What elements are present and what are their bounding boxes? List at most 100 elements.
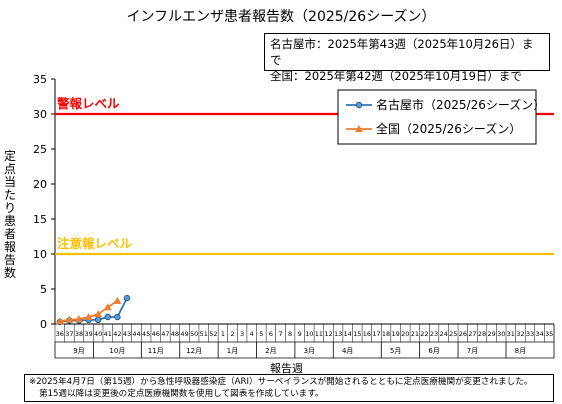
x-tick-label: 20 — [401, 330, 409, 338]
x-month-label: 5月 — [390, 347, 401, 355]
x-tick-label: 13 — [334, 330, 342, 338]
x-tick-label: 9 — [298, 330, 302, 338]
legend-label: 全国（2025/26シーズン） — [376, 121, 521, 136]
y-tick-label: 35 — [33, 73, 47, 86]
x-tick-label: 50 — [190, 330, 198, 338]
x-month-label: 9月 — [73, 347, 84, 355]
data-point — [123, 294, 131, 302]
x-tick-label: 22 — [420, 330, 428, 338]
x-tick-label: 17 — [372, 330, 380, 338]
x-tick-label: 3 — [240, 330, 244, 338]
x-tick-label: 28 — [478, 330, 486, 338]
x-tick-label: 44 — [132, 330, 140, 338]
legend: 名古屋市（2025/26シーズン） 全国（2025/26シーズン） — [337, 89, 545, 145]
period-box: 名古屋市：2025年第43週（2025年10月26日）まで 全国：2025年第4… — [264, 33, 550, 83]
x-tick-label: 45 — [142, 330, 150, 338]
x-month-label: 11月 — [148, 347, 164, 355]
x-tick-label: 48 — [171, 330, 179, 338]
y-axis-label: 定点当たり患者報告数 — [3, 149, 16, 280]
x-tick-label: 34 — [535, 330, 543, 338]
x-tick-label: 24 — [440, 330, 448, 338]
footnote-line-1: ※2025年4月7日（第15週）から急性呼吸器感染症（ARI）サーベイランスが開… — [29, 377, 533, 387]
y-tick-label: 5 — [40, 283, 47, 296]
x-tick-label: 31 — [507, 330, 515, 338]
x-tick-label: 35 — [545, 330, 553, 338]
x-tick-label: 40 — [94, 330, 102, 338]
x-tick-label: 51 — [200, 330, 208, 338]
x-month-label: 1月 — [227, 347, 238, 355]
x-axis-label: 報告週 — [270, 362, 303, 375]
x-tick-label: 37 — [65, 330, 73, 338]
x-month-label: 7月 — [467, 347, 478, 355]
legend-marker — [355, 101, 363, 109]
x-tick-label: 42 — [113, 330, 121, 338]
x-tick-label: 26 — [459, 330, 467, 338]
y-tick-label: 10 — [33, 248, 47, 261]
x-tick-label: 43 — [123, 330, 131, 338]
x-tick-label: 11 — [315, 330, 323, 338]
data-point — [65, 315, 74, 323]
y-tick-label: 30 — [33, 108, 47, 121]
x-tick-label: 47 — [161, 330, 169, 338]
data-point — [74, 315, 83, 323]
x-month-label: 12月 — [186, 347, 202, 355]
threshold-label: 警報レベル — [56, 96, 120, 111]
x-tick-label: 36 — [56, 330, 64, 338]
data-point — [103, 303, 112, 311]
data-point — [113, 296, 122, 304]
x-tick-label: 14 — [344, 330, 352, 338]
x-tick-label: 38 — [75, 330, 83, 338]
x-tick-label: 16 — [363, 330, 371, 338]
x-tick-label: 23 — [430, 330, 438, 338]
threshold-label: 注意報レベル — [57, 236, 133, 251]
x-tick-label: 29 — [487, 330, 495, 338]
y-tick-label: 20 — [33, 178, 47, 191]
y-tick-label: 25 — [33, 143, 47, 156]
x-tick-label: 52 — [209, 330, 217, 338]
x-tick-label: 2 — [230, 330, 234, 338]
x-tick-label: 6 — [269, 330, 273, 338]
x-tick-label: 12 — [324, 330, 332, 338]
data-point — [104, 313, 111, 321]
series-lines — [55, 294, 131, 326]
x-tick-labels: 36 37 38 39 40 41 42 43 44 45 46 47 48 49 50 51 52 1 2 3 4 5 6… — [54, 324, 553, 358]
x-tick-label: 5 — [259, 330, 263, 338]
x-tick-label: 18 — [382, 330, 390, 338]
data-point — [94, 316, 102, 323]
x-tick-label: 33 — [526, 330, 534, 338]
x-tick-label: 25 — [449, 330, 457, 338]
data-point — [94, 310, 103, 318]
footnote-line-2: 第15週以降は変更後の定点医療機関数を使用して図表を作成しています。 — [39, 389, 324, 399]
x-month-label: 10月 — [109, 347, 125, 355]
y-tick-label: 0 — [40, 318, 47, 331]
x-tick-label: 32 — [516, 330, 524, 338]
x-tick-label: 30 — [497, 330, 505, 338]
period-line-national: 全国：2025年第42週（2025年10月19日）まで — [270, 69, 522, 83]
x-tick-label: 7 — [278, 330, 282, 338]
x-tick-label: 8 — [288, 330, 292, 338]
chart-title: インフルエンザ患者報告数（2025/26シーズン） — [126, 9, 436, 25]
x-month-label: 2月 — [265, 347, 276, 355]
y-tick-label: 15 — [33, 213, 47, 226]
x-month-label: 3月 — [304, 347, 315, 355]
x-month-label: 8月 — [515, 347, 526, 355]
data-point — [114, 313, 121, 321]
legend-label: 名古屋市（2025/26シーズン） — [376, 97, 545, 112]
x-tick-label: 21 — [411, 330, 419, 338]
data-point — [55, 317, 64, 325]
x-tick-label: 10 — [305, 330, 313, 338]
x-tick-label: 46 — [152, 330, 160, 338]
x-month-label: 6月 — [428, 347, 439, 355]
legend-box — [337, 89, 537, 145]
data-point — [84, 313, 93, 320]
x-month-label: 4月 — [342, 347, 353, 355]
x-tick-label: 15 — [353, 330, 361, 338]
legend-marker — [355, 125, 363, 132]
x-tick-label: 49 — [180, 330, 188, 338]
x-tick-label: 1 — [221, 330, 225, 338]
period-line-nagoya: 名古屋市：2025年第43週（2025年10月26日）まで — [270, 37, 534, 67]
x-tick-label: 19 — [392, 330, 400, 338]
